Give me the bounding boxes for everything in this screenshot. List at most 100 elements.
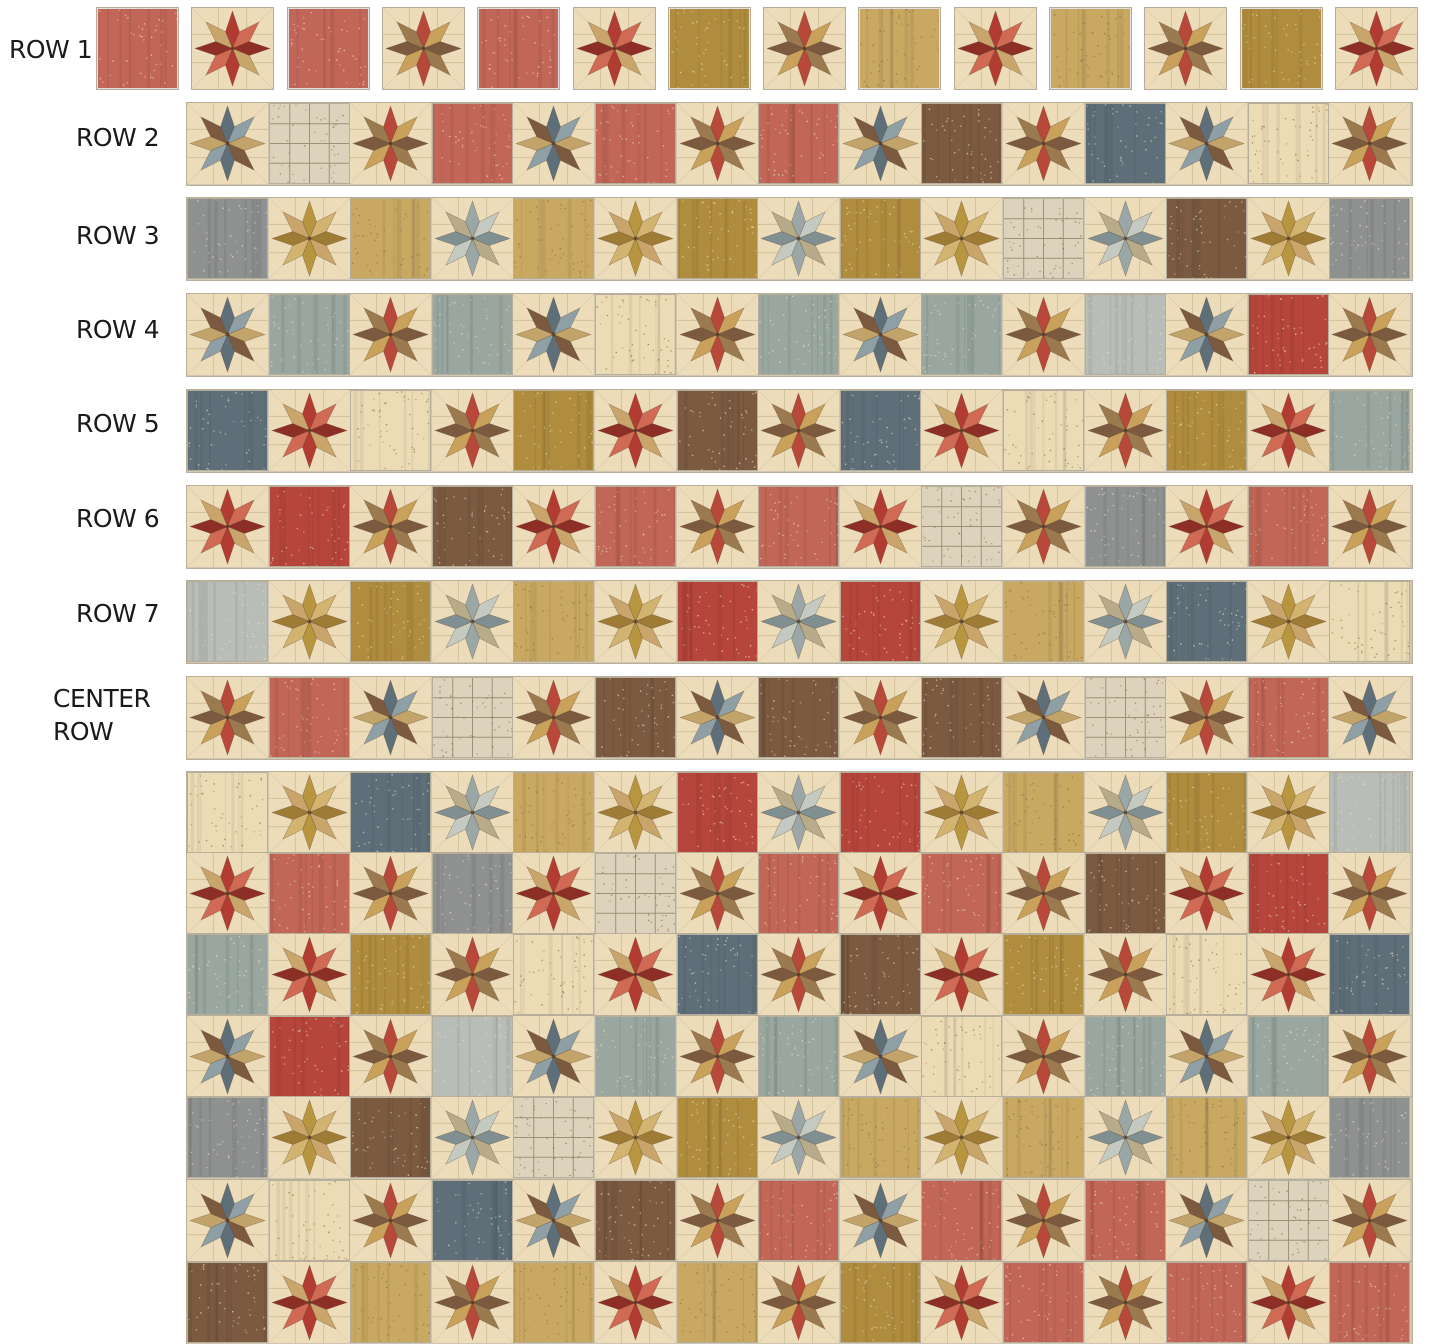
mirror6-block-5-star-svg (513, 853, 594, 934)
mirror7-block-1 (187, 772, 268, 853)
row7-block-8 (758, 581, 839, 662)
mirror5-block-15 (1329, 934, 1410, 1015)
row4-block-15-star-svg (1329, 294, 1410, 375)
mirror2-block-8 (758, 1180, 839, 1261)
row2-block-7-star-svg (677, 103, 758, 184)
mirror2-block-1 (187, 1180, 268, 1261)
mirror6-block-6 (595, 853, 676, 934)
mirror1-block-3 (350, 1262, 431, 1343)
mirror1-block-6 (595, 1262, 676, 1343)
row2-strip (187, 103, 1412, 185)
mirror1-block-14-star-svg (1248, 1262, 1329, 1343)
row4-block-10-fabric-svg (922, 295, 1001, 374)
row7-block-9 (840, 581, 921, 662)
row4-block-14-fabric-svg (1249, 295, 1328, 374)
row1-block-2-star-svg (192, 8, 273, 89)
mirror5-block-12-star-svg (1085, 934, 1166, 1015)
row5-block-15 (1329, 390, 1410, 471)
row7-block-3 (350, 581, 431, 662)
mirror7-block-7-fabric-svg (678, 773, 757, 852)
row7-block-10 (921, 581, 1002, 662)
mirror7-block-2-star-svg (269, 772, 350, 853)
row1-block-3-fabric-svg (289, 9, 368, 88)
row4-block-6 (595, 294, 676, 375)
row2-block-15-star-svg (1329, 103, 1410, 184)
mirror7-block-1-fabric-svg (188, 773, 267, 852)
row1-block-6-star-svg (574, 8, 655, 89)
row2-block-4-fabric-svg (433, 104, 512, 183)
mirror3-block-13 (1166, 1097, 1247, 1178)
mirror5-block-3-fabric-svg (351, 935, 430, 1014)
mirror4-block-14 (1248, 1016, 1329, 1097)
row4-block-8-fabric-svg (759, 295, 838, 374)
mirror4-block-13-star-svg (1166, 1016, 1247, 1097)
mirror4-block-4 (432, 1016, 513, 1097)
mirror5-block-10-star-svg (921, 934, 1002, 1015)
mirror2-block-4 (432, 1180, 513, 1261)
row4-block-6-fabric-svg (596, 295, 675, 374)
mirror1-block-14 (1248, 1262, 1329, 1343)
mirror4-block-2-fabric-svg (270, 1017, 349, 1096)
center-block-2 (269, 677, 350, 758)
mirror2-block-5-star-svg (513, 1180, 594, 1261)
mirror7-block-6 (595, 772, 676, 853)
row5-block-13 (1166, 390, 1247, 471)
row1-block-1-fabric-svg (98, 9, 177, 88)
row7-block-4 (432, 581, 513, 662)
row5-block-13-fabric-svg (1167, 391, 1246, 470)
row7-block-14-star-svg (1248, 581, 1329, 662)
mirror2-block-11 (1003, 1180, 1084, 1261)
center-block-13-star-svg (1166, 677, 1247, 758)
row4-block-10 (921, 294, 1002, 375)
mirror4-block-7 (677, 1016, 758, 1097)
center-block-1-star-svg (187, 677, 268, 758)
row6-block-5 (513, 486, 594, 567)
mirror6-block-11-star-svg (1003, 853, 1084, 934)
mirror7-block-3 (350, 772, 431, 853)
mirror2-block-3 (350, 1180, 431, 1261)
row1-block-3 (288, 8, 369, 89)
row2-block-2 (269, 103, 350, 184)
row4-block-11 (1003, 294, 1084, 375)
row6-block-11-star-svg (1003, 486, 1084, 567)
row6-block-6 (595, 486, 676, 567)
row7-strip (187, 581, 1412, 663)
mirror2-block-10 (921, 1180, 1002, 1261)
mirror4-block-12-fabric-svg (1086, 1017, 1165, 1096)
mirror6-block-8 (758, 853, 839, 934)
mirror3-block-5 (513, 1097, 594, 1178)
row5-block-14 (1248, 390, 1329, 471)
mirror1-block-4-star-svg (432, 1262, 513, 1343)
row7-block-4-star-svg (432, 581, 513, 662)
row5-block-12-star-svg (1085, 390, 1166, 471)
mirror7-block-4-star-svg (432, 772, 513, 853)
row6-block-1 (187, 486, 268, 567)
row4-block-12 (1085, 294, 1166, 375)
mirror6-block-14-fabric-svg (1249, 854, 1328, 933)
row7-block-15 (1329, 581, 1410, 662)
row2-block-13 (1166, 103, 1247, 184)
row7-block-5 (513, 581, 594, 662)
row1-block-7 (669, 8, 750, 89)
mirror7-block-8-star-svg (758, 772, 839, 853)
row1-block-9-fabric-svg (860, 9, 939, 88)
center-block-8 (758, 677, 839, 758)
mirror2-block-15-star-svg (1329, 1180, 1410, 1261)
mirror6-strip (187, 853, 1412, 935)
mirror5-block-4-star-svg (432, 934, 513, 1015)
mirror6-block-10 (921, 853, 1002, 934)
mirror5-block-14-star-svg (1248, 934, 1329, 1015)
row6-block-9 (840, 486, 921, 567)
mirror7-block-2 (269, 772, 350, 853)
mirror5-block-11-fabric-svg (1004, 935, 1083, 1014)
mirror1-strip (187, 1262, 1412, 1344)
mirror3-block-3 (350, 1097, 431, 1178)
row7-block-2 (269, 581, 350, 662)
center-block-14 (1248, 677, 1329, 758)
mirror1-block-5-fabric-svg (514, 1263, 593, 1342)
mirror5-block-8 (758, 934, 839, 1015)
row2-block-14-fabric-svg (1249, 104, 1328, 183)
mirror2-block-2 (269, 1180, 350, 1261)
row2-block-2-fabric-svg (270, 104, 349, 183)
row6-block-5-star-svg (513, 486, 594, 567)
